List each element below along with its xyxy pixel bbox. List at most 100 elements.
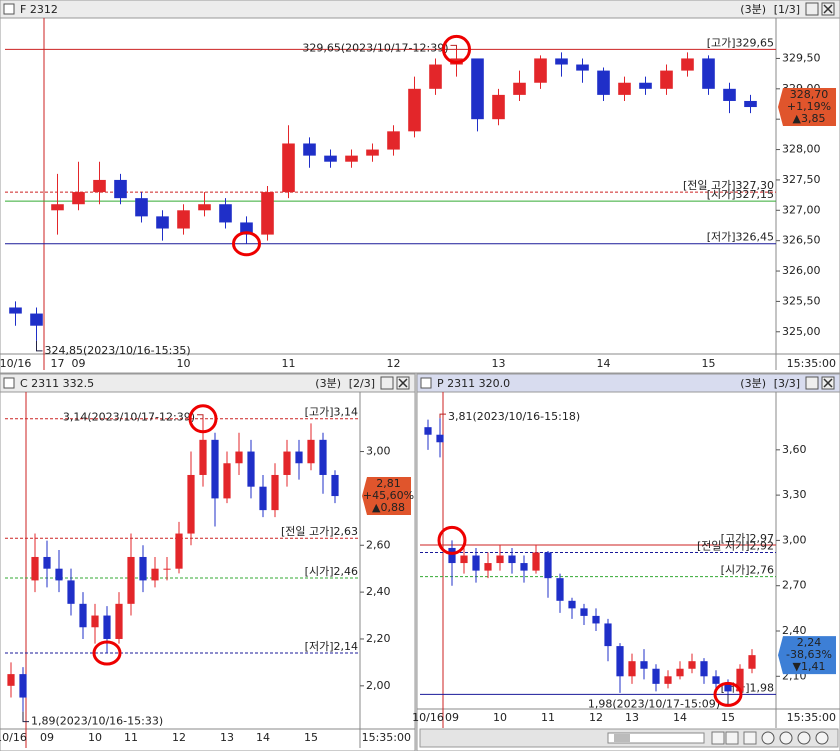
y-tick-label: 3,30 <box>782 488 807 501</box>
candle-body <box>345 155 358 162</box>
panel-header <box>0 373 416 393</box>
candle-body <box>319 439 327 475</box>
x-tick-label: 17 <box>51 357 65 370</box>
y-tick-label: 2,00 <box>366 679 391 692</box>
candle-body <box>199 439 207 475</box>
scroll-button[interactable] <box>725 731 739 745</box>
x-tick-label: 12 <box>172 731 186 744</box>
candle-body <box>660 70 673 89</box>
candle-body <box>592 615 600 624</box>
candle-body <box>114 179 127 199</box>
candle-body <box>30 313 43 326</box>
x-tick-label: 15 <box>304 731 318 744</box>
zoom-button[interactable] <box>761 731 775 745</box>
reference-label: [시가]2,76 <box>721 564 774 577</box>
highlight-circle <box>713 681 743 707</box>
candle-body <box>31 556 39 581</box>
candle-body <box>664 676 672 684</box>
panel-interval: (3분) <box>740 377 766 390</box>
candle-body <box>471 58 484 120</box>
panel-checkbox[interactable] <box>420 377 432 389</box>
zoom-button[interactable] <box>797 731 811 745</box>
candle-body <box>640 661 648 669</box>
y-tick-label: 328,00 <box>782 143 821 156</box>
scroll-button[interactable] <box>743 731 757 745</box>
y-tick-label: 329,50 <box>782 51 821 64</box>
reference-label: [고가]329,65 <box>707 36 774 49</box>
candle-body <box>331 474 339 497</box>
y-tick-label: 326,00 <box>782 264 821 277</box>
y-tick-label: 327,50 <box>782 173 821 186</box>
highlight-circle <box>92 640 122 666</box>
high-marker <box>197 414 204 419</box>
zoom-button[interactable] <box>779 731 793 745</box>
candle-body <box>496 555 504 564</box>
x-tick-label: 13 <box>625 711 639 724</box>
x-end-label: 15:35:00 <box>787 711 836 724</box>
candle-body <box>639 82 652 89</box>
candle-body <box>177 210 190 229</box>
candle-body <box>424 427 432 435</box>
candle-body <box>618 82 631 95</box>
panel <box>0 373 416 751</box>
candle-body <box>9 307 22 314</box>
candle-body <box>681 58 694 71</box>
last-price-box <box>778 636 836 675</box>
low-label: 1,98(2023/10/17-15:09) <box>588 697 720 710</box>
y-tick-label: 325,50 <box>782 294 821 307</box>
scroll-thumb[interactable] <box>614 734 630 742</box>
panel <box>0 0 840 374</box>
x-tick-label: 11 <box>282 357 296 370</box>
candle-body <box>19 674 27 698</box>
panel-max-button[interactable] <box>805 376 819 390</box>
reference-label: [저가]2,14 <box>305 640 358 653</box>
panel-title: F 2312 <box>20 3 58 16</box>
last-change: +1,19% <box>787 100 831 113</box>
panel-checkbox[interactable] <box>3 3 15 15</box>
candle-body <box>91 615 99 628</box>
panel-header <box>416 373 840 393</box>
y-tick-label: 3,60 <box>782 443 807 456</box>
candle-body <box>55 568 63 581</box>
panel-max-button[interactable] <box>805 2 819 16</box>
close-icon[interactable] <box>823 378 833 388</box>
candle-body <box>429 64 442 89</box>
close-icon[interactable] <box>398 378 408 388</box>
panel-title: C 2311 332.5 <box>20 377 94 390</box>
last-diff: ▲3,85 <box>793 112 826 125</box>
candle-body <box>247 451 255 487</box>
y-tick-label: 2,20 <box>366 632 391 645</box>
last-change: +45,60% <box>363 489 414 502</box>
scroll-button[interactable] <box>711 731 725 745</box>
candle-body <box>223 463 231 499</box>
candle-body <box>700 661 708 677</box>
candle-body <box>219 204 232 223</box>
candle-body <box>723 88 736 101</box>
highlight-circle <box>188 404 218 434</box>
candle-body <box>555 58 568 65</box>
candle-body <box>93 179 106 193</box>
y-tick-label: 2,40 <box>366 585 391 598</box>
scroll-track[interactable] <box>607 732 705 744</box>
candle-body <box>508 555 516 564</box>
candle-body <box>387 131 400 150</box>
candle-body <box>282 143 295 193</box>
candle-body <box>688 661 696 669</box>
candle-body <box>472 555 480 571</box>
panel-checkbox[interactable] <box>3 377 15 389</box>
low-marker <box>36 340 43 352</box>
high-marker <box>450 44 457 50</box>
last-price-box <box>778 88 836 127</box>
last-diff: ▲0,88 <box>372 501 405 514</box>
candle-body <box>604 623 612 647</box>
zoom-button[interactable] <box>815 731 829 745</box>
last-price: 2,24 <box>797 636 822 649</box>
reference-label: [전일 고가]327,30 <box>683 178 774 192</box>
close-icon[interactable] <box>823 4 833 14</box>
candle-body <box>324 155 337 162</box>
candle-body <box>652 668 660 684</box>
panel-title: P 2311 320.0 <box>437 377 510 390</box>
candle-body <box>67 580 75 604</box>
panel-max-button[interactable] <box>380 376 394 390</box>
